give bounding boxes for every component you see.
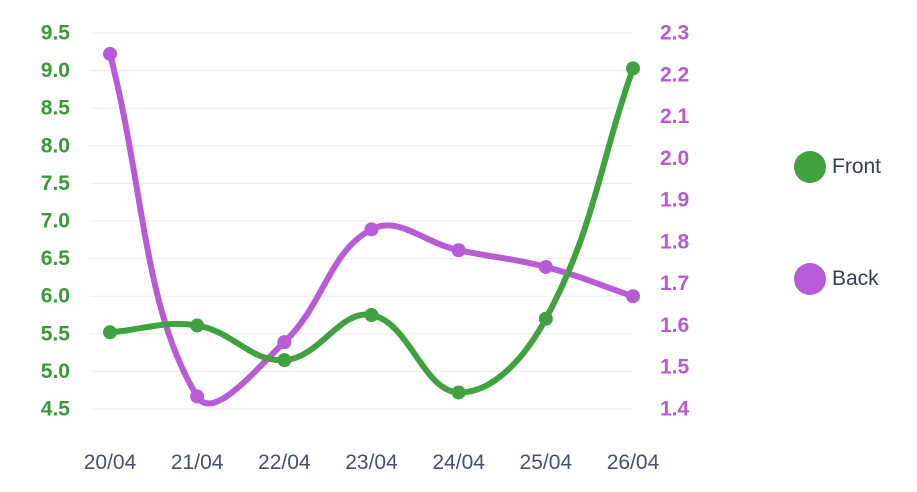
svg-text:2.1: 2.1 — [660, 105, 690, 128]
front-point — [538, 311, 553, 326]
left-axis-labels: 9.5 9.0 8.5 8.0 7.5 7.0 6.5 6.0 5.5 5.0 4.5 — [41, 22, 71, 421]
svg-text:8.0: 8.0 — [41, 134, 70, 157]
svg-text:1.7: 1.7 — [660, 272, 689, 295]
svg-text:9.5: 9.5 — [41, 22, 71, 45]
svg-text:7.0: 7.0 — [41, 210, 70, 233]
svg-text:20/04: 20/04 — [84, 451, 137, 474]
svg-text:1.6: 1.6 — [660, 314, 689, 337]
back-point — [277, 335, 292, 350]
svg-text:4.5: 4.5 — [41, 398, 71, 421]
back-point — [103, 46, 117, 61]
legend-item-front[interactable]: Front — [794, 151, 881, 183]
gridlines — [90, 32, 633, 410]
right-axis-labels: 2.3 2.2 2.1 2.0 1.9 1.8 1.7 1.6 1.5 1.4 — [660, 22, 690, 421]
back-point — [190, 389, 205, 404]
front-point — [190, 318, 205, 333]
svg-text:2.3: 2.3 — [660, 22, 689, 45]
front-point — [451, 385, 466, 400]
svg-text:1.4: 1.4 — [660, 398, 690, 421]
front-point — [626, 61, 640, 76]
svg-text:5.0: 5.0 — [41, 360, 70, 383]
svg-text:22/04: 22/04 — [258, 451, 311, 474]
front-point — [103, 325, 117, 340]
legend-label-back: Back — [832, 267, 879, 290]
back-line — [107, 50, 636, 407]
back-series-swatch — [794, 263, 826, 295]
legend-item-back[interactable]: Back — [794, 263, 879, 295]
svg-text:6.0: 6.0 — [41, 285, 70, 308]
svg-text:21/04: 21/04 — [171, 451, 224, 474]
svg-text:2.2: 2.2 — [660, 63, 689, 86]
svg-text:23/04: 23/04 — [345, 451, 398, 474]
front-series-swatch — [794, 151, 826, 183]
front-point — [364, 308, 379, 322]
svg-text:1.9: 1.9 — [660, 189, 689, 212]
svg-text:2.0: 2.0 — [660, 147, 689, 170]
back-point — [364, 222, 379, 237]
back-point — [626, 289, 640, 304]
svg-text:1.5: 1.5 — [660, 356, 690, 379]
svg-text:26/04: 26/04 — [607, 451, 660, 474]
svg-text:5.5: 5.5 — [41, 322, 71, 345]
front-series — [103, 61, 640, 400]
back-point — [451, 243, 466, 258]
chart-legend: Front Back — [794, 0, 917, 492]
svg-text:7.5: 7.5 — [41, 172, 71, 195]
svg-text:25/04: 25/04 — [520, 451, 573, 474]
front-point — [277, 353, 292, 368]
back-series — [103, 46, 640, 407]
back-point — [538, 259, 553, 274]
svg-text:1.8: 1.8 — [660, 230, 690, 253]
svg-text:24/04: 24/04 — [432, 451, 485, 474]
x-axis-labels: 20/04 21/04 22/04 23/04 24/04 25/04 26/04 — [84, 451, 660, 474]
legend-label-front: Front — [832, 155, 882, 178]
front-line — [107, 65, 636, 396]
svg-text:8.5: 8.5 — [41, 97, 71, 120]
svg-text:6.5: 6.5 — [41, 247, 71, 270]
svg-text:9.0: 9.0 — [41, 59, 70, 82]
